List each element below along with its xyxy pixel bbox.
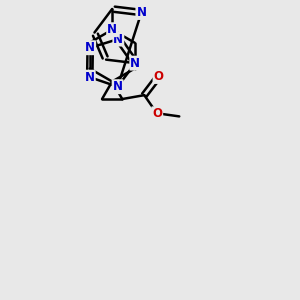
Text: N: N [107,23,117,36]
Text: N: N [85,41,95,54]
Text: O: O [152,107,162,120]
Text: N: N [113,33,123,46]
Text: N: N [136,6,146,19]
Text: N: N [112,80,123,93]
Text: O: O [154,70,164,83]
Text: N: N [85,71,95,84]
Text: N: N [130,57,140,70]
